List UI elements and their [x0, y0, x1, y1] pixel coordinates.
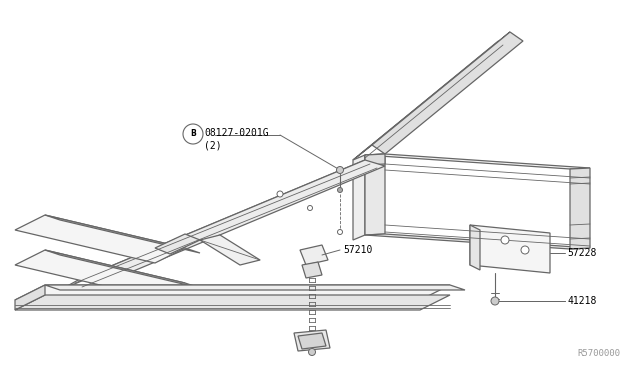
- Polygon shape: [300, 245, 328, 265]
- Polygon shape: [45, 250, 200, 288]
- Polygon shape: [365, 234, 590, 249]
- Circle shape: [491, 297, 499, 305]
- Text: 57210: 57210: [343, 245, 372, 255]
- Polygon shape: [155, 234, 200, 254]
- Text: (2): (2): [204, 140, 221, 150]
- Text: R5700000: R5700000: [577, 349, 620, 358]
- Polygon shape: [570, 168, 590, 249]
- Polygon shape: [60, 160, 365, 290]
- Polygon shape: [294, 330, 330, 351]
- Polygon shape: [470, 225, 480, 270]
- Text: B: B: [190, 129, 196, 138]
- Polygon shape: [298, 333, 326, 349]
- Polygon shape: [353, 155, 365, 240]
- Circle shape: [337, 187, 342, 192]
- Polygon shape: [15, 285, 45, 310]
- Polygon shape: [365, 154, 385, 235]
- Polygon shape: [365, 154, 590, 169]
- Circle shape: [307, 205, 312, 211]
- Polygon shape: [15, 215, 185, 263]
- Circle shape: [277, 191, 283, 197]
- Polygon shape: [45, 215, 200, 253]
- Text: 41218: 41218: [567, 296, 596, 306]
- Circle shape: [337, 167, 344, 173]
- Polygon shape: [15, 285, 450, 300]
- Polygon shape: [15, 250, 185, 298]
- Circle shape: [337, 230, 342, 234]
- Polygon shape: [200, 235, 260, 265]
- Polygon shape: [45, 285, 465, 290]
- Polygon shape: [470, 225, 550, 273]
- Polygon shape: [365, 154, 385, 165]
- Text: 57228: 57228: [567, 248, 596, 258]
- Circle shape: [501, 236, 509, 244]
- Text: 08127-0201G: 08127-0201G: [204, 128, 269, 138]
- Circle shape: [521, 246, 529, 254]
- Circle shape: [308, 349, 316, 356]
- Polygon shape: [302, 262, 322, 278]
- Polygon shape: [353, 32, 510, 160]
- Polygon shape: [15, 295, 450, 310]
- Polygon shape: [372, 32, 523, 154]
- Circle shape: [183, 124, 203, 144]
- Polygon shape: [80, 160, 385, 285]
